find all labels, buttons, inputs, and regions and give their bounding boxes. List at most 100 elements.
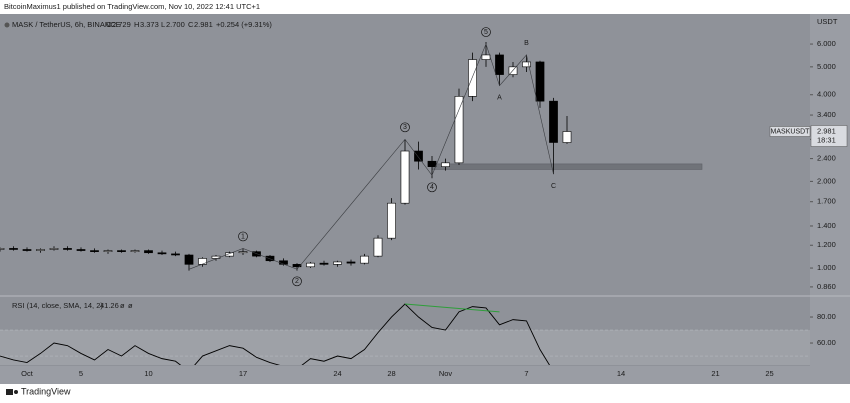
y-tick-label: 2.000 [817,176,836,185]
candle-body [549,100,558,143]
rsi-pane [0,303,810,365]
ohlc-key: O [106,20,112,29]
candle-body [360,255,369,264]
candle-body [157,252,167,255]
candle-body [171,253,180,256]
y-tick-label: 1.000 [817,263,836,272]
wave-label: 1 [241,233,245,240]
candle-body [319,262,329,265]
x-tick-label: 14 [617,369,625,378]
y-tick-label: 1.700 [817,197,836,206]
y-tick-label: 5.000 [817,62,836,71]
symbol-tag: MASKUSDT [771,128,811,135]
ohlc-key: H [134,20,139,29]
candle-body [49,248,59,250]
wave-label: 2 [295,278,299,285]
y-tick-label: 1.200 [817,240,836,249]
candle-body [198,258,207,265]
candle-body [306,262,315,268]
rsi-line [0,303,550,365]
candle-body [387,202,396,239]
y-tick-label: 3.400 [817,110,836,119]
wave-circle [400,122,410,133]
x-tick-label: 7 [524,369,528,378]
candle-body [333,261,342,265]
unit-label: USDT [817,17,838,26]
candle-body [22,249,32,251]
candle-body [130,250,140,252]
axes: 6.0005.0004.0003.4002.8002.4002.0001.700… [21,39,848,378]
candle-body [76,249,86,251]
x-tick-label: Nov [439,369,453,378]
candle-body [0,248,5,250]
price-axis-bg [810,14,850,384]
candle-body [292,264,302,268]
symbol-name: MASK / TetherUS, 6h, BINANCE [12,20,121,29]
candle-body [562,131,572,143]
wave-circle [427,182,437,193]
ohlc-value: 2.700 [166,20,185,29]
x-tick-label: 17 [239,369,247,378]
price-tag: 2.981 [817,126,836,135]
rsi-band [0,330,810,365]
wave-line [188,43,554,270]
price-pane: 1 2 3 4 5 A B C [0,27,703,287]
candle-body [225,252,234,257]
candle-body [427,160,437,167]
candle-body [454,96,464,164]
wave-circle [292,276,302,287]
candle-body [373,237,383,257]
ohlc-key: C [188,20,194,29]
candle-body [535,61,545,102]
candle-body [265,255,275,262]
ohlc-value: 3.373 [140,20,159,29]
indicator-extra: ø [128,301,133,310]
x-tick-label: Oct [21,369,34,378]
x-tick-label: 5 [79,369,83,378]
wave-label: A [497,95,502,102]
time-axis-bg [0,366,810,384]
candle-body [481,54,491,60]
ohlc-value: 2.729 [112,20,131,29]
candle-body [63,248,72,250]
candle-body [9,248,18,250]
wave-label: 4 [430,184,434,191]
x-tick-label: 10 [144,369,152,378]
candle-body [36,249,45,251]
y-tick-label: 1.400 [817,221,836,230]
symbol-icon [4,22,10,28]
wave-label: B [524,40,529,47]
candle-body [184,254,194,265]
candle-body [441,162,450,167]
candle-body [414,150,423,162]
symbol-tag-bg [769,126,811,137]
candle-body [117,250,126,252]
y-tick-label: 80.00 [817,312,836,321]
ohlc-value: 2.981 [194,20,213,29]
candle-body [346,261,356,264]
wave-label: C [551,183,556,190]
footer-logo [6,389,18,395]
y-tick-label: 4.000 [817,90,836,99]
divergence-line [404,303,500,313]
indicator-name: RSI (14, close, SMA, 14, 2) [12,301,103,310]
candle-body [103,250,113,252]
x-tick-label: 21 [711,369,719,378]
countdown: 18:31 [817,135,836,144]
candle-body [90,250,99,252]
footer-brand: TradingView [21,386,71,396]
indicator-extra: ø [120,301,125,310]
support-zone [431,163,703,170]
price-tag-bg [810,125,848,147]
ohlc-key: L [161,20,165,29]
candle-body [400,150,410,204]
y-tick-label: 6.000 [817,39,836,48]
wave-label: 3 [403,124,407,131]
x-tick-label: 28 [387,369,395,378]
x-tick-label: 25 [765,369,773,378]
y-tick-label: 0.860 [817,282,836,291]
y-tick-label: 2.400 [817,154,836,163]
wave-circle [238,231,248,242]
